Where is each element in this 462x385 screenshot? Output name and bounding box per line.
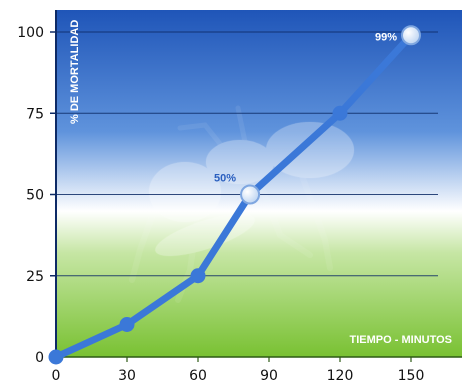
data-point bbox=[401, 25, 421, 46]
x-tick-label: 0 bbox=[52, 368, 61, 384]
y-tick-label: 100 bbox=[17, 25, 44, 41]
y-tick-label: 50 bbox=[26, 188, 44, 204]
data-point bbox=[119, 317, 135, 332]
point-annotation: 99% bbox=[375, 31, 397, 43]
x-tick-label: 150 bbox=[398, 368, 425, 384]
x-tick-label: 120 bbox=[327, 368, 354, 384]
data-point bbox=[332, 105, 348, 121]
point-annotation: 50% bbox=[214, 173, 236, 185]
data-point bbox=[190, 268, 206, 284]
x-axis-title: TIEMPO - MINUTOS bbox=[350, 334, 452, 346]
data-point bbox=[240, 184, 261, 205]
y-tick-labels: 0 25 50 75 100 bbox=[17, 25, 44, 366]
y-tick-label: 75 bbox=[26, 106, 44, 122]
mortality-line bbox=[52, 31, 415, 361]
y-tick-label: 0 bbox=[35, 350, 44, 366]
x-tick-label: 90 bbox=[260, 368, 278, 384]
x-tick-label: 30 bbox=[118, 368, 136, 384]
point-annotations: 50% 99% bbox=[214, 31, 397, 184]
data-point bbox=[48, 349, 64, 365]
x-tick-labels: 0 30 60 90 120 150 bbox=[52, 357, 425, 384]
y-axis-title: % DE MORTALIDAD bbox=[69, 20, 81, 124]
x-tick-label: 60 bbox=[189, 368, 207, 384]
y-gridlines bbox=[50, 31, 438, 358]
y-tick-label: 25 bbox=[26, 269, 44, 285]
data-points bbox=[48, 25, 421, 365]
